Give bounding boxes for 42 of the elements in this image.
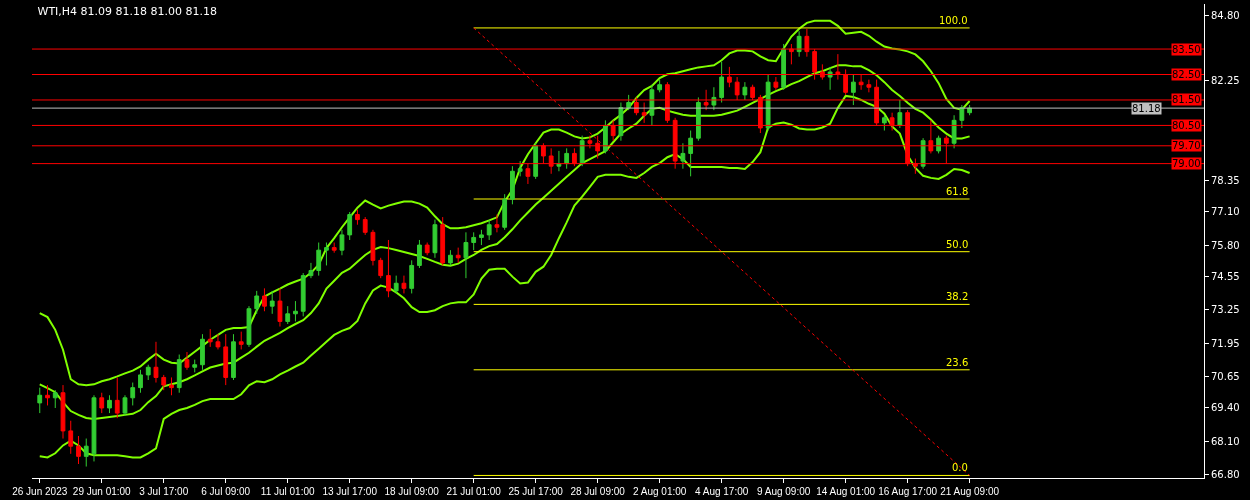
ref-line-label: 81.18 <box>1132 103 1161 114</box>
y-tick-label: 82.25 <box>1211 75 1240 87</box>
x-tick-label: 21 Jul 01:00 <box>446 486 502 497</box>
x-tick-label: 16 Aug 17:00 <box>878 486 938 497</box>
y-tick-label: 70.65 <box>1211 370 1240 382</box>
y-tick-label: 78.35 <box>1211 174 1240 186</box>
series-label: 50.0 <box>946 239 969 250</box>
x-tick-label: 26 Jun 2023 <box>12 486 68 497</box>
series-label: 0.0 <box>952 462 968 473</box>
y-tick-label: 66.80 <box>1211 468 1240 480</box>
y-tick-label: 75.80 <box>1211 239 1240 251</box>
x-tick-label: 9 Aug 09:00 <box>756 486 811 497</box>
y-tick-label: 68.10 <box>1211 435 1240 447</box>
x-tick-label: 3 Jul 17:00 <box>139 486 189 497</box>
x-tick-label: 4 Aug 17:00 <box>694 486 749 497</box>
ref-line-label: 83.50 <box>1172 44 1201 55</box>
y-tick-label: 73.25 <box>1211 304 1240 316</box>
ref-line-label: 82.50 <box>1172 69 1201 80</box>
series-label: 61.8 <box>946 186 969 197</box>
ref-line-label: 79.70 <box>1172 140 1201 151</box>
x-tick-label: 21 Aug 09:00 <box>940 486 1000 497</box>
y-tick-label: 74.55 <box>1211 271 1240 283</box>
x-tick-label: 14 Aug 01:00 <box>816 486 876 497</box>
y-tick-label: 84.80 <box>1211 10 1240 22</box>
ref-line-label: 79.00 <box>1172 158 1201 169</box>
series-label: 100.0 <box>939 15 968 26</box>
x-tick-label: 11 Jul 01:00 <box>260 486 316 497</box>
x-tick-label: 25 Jul 17:00 <box>508 486 564 497</box>
x-tick-label: 2 Aug 01:00 <box>632 486 687 497</box>
y-tick-label: 77.10 <box>1211 206 1240 218</box>
x-tick-label: 13 Jul 17:00 <box>322 486 378 497</box>
series-label: 38.2 <box>946 291 969 302</box>
x-tick-label: 28 Jul 09:00 <box>570 486 626 497</box>
x-tick-label: 6 Jul 09:00 <box>201 486 251 497</box>
x-tick-label: 29 Jun 01:00 <box>72 486 132 497</box>
series-label: 23.6 <box>946 357 969 368</box>
ref-line-label: 81.50 <box>1172 94 1201 105</box>
x-tick-label: 18 Jul 09:00 <box>384 486 440 497</box>
y-tick-label: 71.95 <box>1211 337 1240 349</box>
y-tick-label: 69.40 <box>1211 402 1240 414</box>
chart-title: WTI,H4 81.09 81.18 81.00 81.18 <box>37 5 218 19</box>
ref-line-label: 80.50 <box>1172 120 1201 131</box>
